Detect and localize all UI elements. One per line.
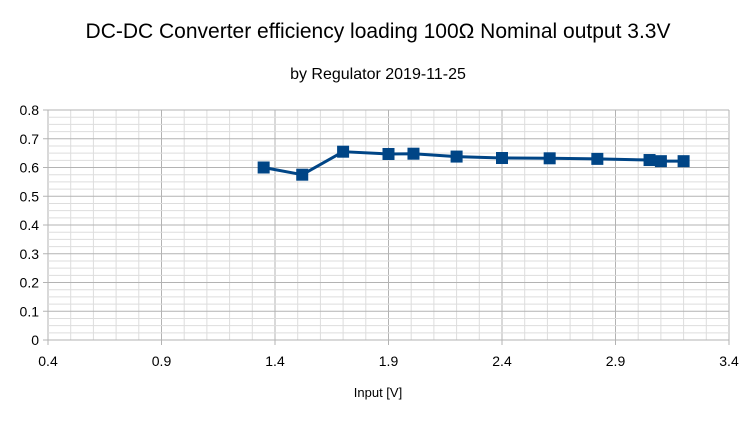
data-point-marker bbox=[496, 152, 508, 165]
x-tick-label: 1.9 bbox=[379, 353, 399, 369]
data-point-marker bbox=[654, 155, 667, 168]
y-tick-label: 0.5 bbox=[20, 188, 40, 204]
chart-subtitle: by Regulator 2019-11-25 bbox=[290, 66, 466, 83]
data-point-marker bbox=[450, 150, 463, 163]
data-point-marker bbox=[382, 147, 395, 160]
data-point-marker bbox=[643, 154, 656, 167]
y-tick-label: 0.4 bbox=[20, 217, 40, 233]
y-tick-label: 0.3 bbox=[20, 246, 40, 262]
y-tick-label: 0.7 bbox=[20, 131, 40, 147]
data-point-marker bbox=[407, 147, 420, 160]
x-tick-label: 1.4 bbox=[265, 353, 285, 369]
x-tick-label: 2.4 bbox=[492, 353, 512, 369]
chart-title: DC-DC Converter efficiency loading 100Ω … bbox=[85, 20, 671, 43]
y-tick-label: 0.8 bbox=[20, 102, 40, 118]
y-tick-label: 0.2 bbox=[20, 275, 40, 291]
series-line bbox=[263, 150, 684, 177]
data-point-marker bbox=[591, 152, 604, 165]
data-point-marker bbox=[296, 168, 309, 181]
x-tick-label: 0.9 bbox=[152, 353, 172, 369]
grid-lines bbox=[47, 109, 730, 341]
data-point-marker bbox=[257, 161, 270, 174]
x-tick-label: 0.4 bbox=[38, 353, 58, 369]
data-point-marker bbox=[677, 155, 690, 168]
data-point-marker bbox=[543, 152, 556, 165]
y-tick-label: 0.1 bbox=[20, 303, 40, 319]
data-series bbox=[257, 145, 690, 181]
axes bbox=[43, 109, 730, 345]
y-tick-label: 0.6 bbox=[20, 160, 40, 176]
y-tick-label: 0 bbox=[31, 332, 39, 348]
data-point-marker bbox=[337, 145, 350, 158]
x-tick-labels: 0.4 0.9 1.4 1.9 2.4 2.9 3.4 bbox=[38, 353, 739, 369]
x-tick-label: 3.4 bbox=[719, 353, 739, 369]
x-tick-label: 2.9 bbox=[606, 353, 626, 369]
y-tick-labels: 0 0.1 0.2 0.3 0.4 0.5 0.6 0.7 0.8 bbox=[20, 102, 40, 348]
x-axis-label: Input [V] bbox=[353, 385, 403, 400]
